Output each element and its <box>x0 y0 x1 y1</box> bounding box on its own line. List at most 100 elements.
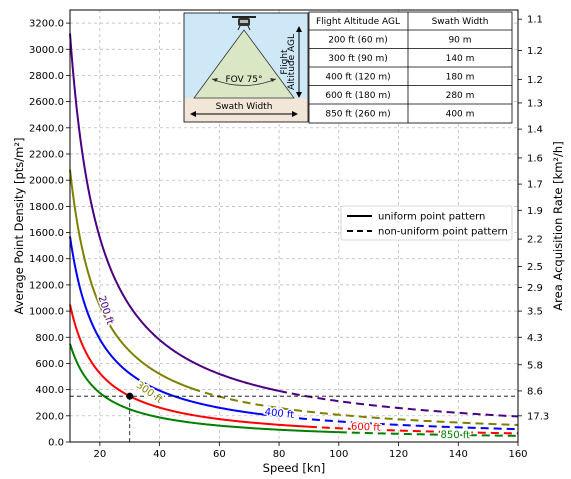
table-cell: 850 ft (260 m) <box>325 110 390 120</box>
y2-tick-label: 1.9 <box>527 206 543 217</box>
table-cell: 300 ft (90 m) <box>328 54 388 64</box>
legend-solid-label: uniform point pattern <box>378 212 485 223</box>
x-tick-label: 40 <box>153 449 166 460</box>
x-tick-label: 120 <box>389 449 408 460</box>
y2-tick-label: 1.2 <box>527 75 543 86</box>
fov-arc <box>211 78 277 86</box>
x-axis-ticks: 20 40 60 80 100 120 140 160 <box>93 442 528 460</box>
series-line-dashed <box>278 389 519 418</box>
table-cell: 400 ft (120 m) <box>325 73 390 83</box>
y-tick-label: 2000.0 <box>29 176 64 187</box>
y-tick-label: 600.0 <box>35 359 64 370</box>
table-header-swath: Swath Width <box>432 17 489 27</box>
y2-tick-label: 1.2 <box>527 46 543 57</box>
y2-tick-label: 3.5 <box>527 307 543 318</box>
series-line-solid <box>69 236 274 417</box>
table-cell: 200 ft (60 m) <box>328 36 388 46</box>
y2-tick-label: 1.1 <box>527 15 543 26</box>
y-tick-label: 2200.0 <box>29 150 64 161</box>
swath-arrow-head-right <box>292 111 298 117</box>
series-curves <box>69 33 519 437</box>
inset: FOV 75° Flight Altitude AGL Swath Width <box>183 11 513 124</box>
plot-frame <box>69 9 519 443</box>
series-line-dashed <box>192 387 519 426</box>
series-line-solid <box>69 33 280 392</box>
drone-icon <box>232 16 256 31</box>
altitude-label-2: Altitude AGL <box>287 34 297 90</box>
y-tick-label: 1400.0 <box>29 254 64 265</box>
y2-tick-label: 2.2 <box>527 235 543 246</box>
swath-table: Flight Altitude AGL Swath Width 200 ft (… <box>308 11 513 124</box>
y2-tick-label: 17.3 <box>527 411 549 422</box>
y2-tick-label: 1.6 <box>527 153 543 164</box>
legend-box <box>340 205 513 241</box>
y-tick-label: 200.0 <box>35 411 64 422</box>
fov-label: FOV 75° <box>225 75 262 85</box>
fov-cone <box>193 29 295 99</box>
series-line-solid <box>69 343 339 434</box>
y2-tick-label: 2.9 <box>527 283 543 294</box>
y-tick-label: 1800.0 <box>29 202 64 213</box>
x-tick-label: 20 <box>93 449 106 460</box>
y2-axis-ticks: 1.1 1.2 1.2 1.3 1.4 1.6 1.7 1.9 2.2 2.5 2.9 3.5 4.3 5… <box>518 15 549 422</box>
x-tick-label: 100 <box>329 449 348 460</box>
table-bg <box>308 11 513 124</box>
reference-marker <box>70 392 518 442</box>
x-tick-label: 80 <box>273 449 286 460</box>
y-tick-label: 400.0 <box>35 385 64 396</box>
y2-tick-label: 2.5 <box>527 262 543 273</box>
table-cell: 140 m <box>446 54 475 64</box>
y2-tick-label: 1.4 <box>527 125 543 136</box>
y2-tick-label: 8.6 <box>527 386 543 397</box>
reference-point <box>126 392 134 400</box>
y-tick-label: 0.0 <box>48 438 64 449</box>
series-line-solid <box>69 304 309 428</box>
y2-axis-label: Area Acquisition Rate [km²/h] <box>551 141 565 310</box>
x-tick-label: 160 <box>508 449 527 460</box>
altitude-arrow-head-top <box>296 26 302 32</box>
fov-arrow-left <box>212 78 218 82</box>
series-line-dashed <box>272 414 519 431</box>
y-axis-label: Average Point Density [pts/m²] <box>12 138 26 315</box>
y-tick-label: 800.0 <box>35 333 64 344</box>
y-tick-label: 3000.0 <box>29 45 64 56</box>
altitude-arrow-head-bottom <box>296 92 302 98</box>
y-tick-label: 1200.0 <box>29 280 64 291</box>
table-header-altitude: Flight Altitude AGL <box>316 17 400 27</box>
y-tick-label: 2600.0 <box>29 97 64 108</box>
table-cell: 600 ft (180 m) <box>325 91 390 101</box>
series-label: 200 ft <box>96 295 116 327</box>
x-tick-label: 140 <box>449 449 468 460</box>
inset-ground <box>184 98 308 122</box>
y-tick-label: 3200.0 <box>29 19 64 30</box>
y2-tick-label: 4.3 <box>527 333 543 344</box>
series-label: 400 ft <box>264 407 295 421</box>
series-line-solid <box>69 169 193 390</box>
y2-tick-label: 1.7 <box>527 180 543 191</box>
table-cell: 280 m <box>446 91 475 101</box>
y-tick-label: 1600.0 <box>29 228 64 239</box>
inset-illustration-frame <box>183 12 309 123</box>
table-cell: 180 m <box>446 73 475 83</box>
fov-arrow-right <box>270 78 276 82</box>
series-label: 850 ft <box>440 430 470 442</box>
table-cell: 400 m <box>446 110 475 120</box>
y2-tick-label: 5.8 <box>527 360 543 371</box>
series-line-dashed <box>308 425 519 435</box>
y2-tick-label: 1.3 <box>527 98 543 109</box>
series-label: 600 ft <box>351 422 381 434</box>
y-tick-label: 2800.0 <box>29 71 64 82</box>
legend: uniform point pattern non-uniform point … <box>340 205 513 241</box>
swath-arrow-head-left <box>190 111 196 117</box>
swath-label: Swath Width <box>216 102 273 112</box>
legend-dashed-label: non-uniform point pattern <box>378 227 508 238</box>
y-axis-ticks: 0.0 200.0 400.0 600.0 800.0 1000.0 1200.0 1400.… <box>29 19 70 449</box>
y-tick-label: 2400.0 <box>29 123 64 134</box>
x-axis-label: Speed [kn] <box>263 461 326 475</box>
x-tick-label: 60 <box>213 449 226 460</box>
series-line-dashed <box>338 431 519 437</box>
table-cell: 90 m <box>448 36 471 46</box>
y-tick-label: 1000.0 <box>29 307 64 318</box>
altitude-label-1: Flight <box>280 49 290 75</box>
